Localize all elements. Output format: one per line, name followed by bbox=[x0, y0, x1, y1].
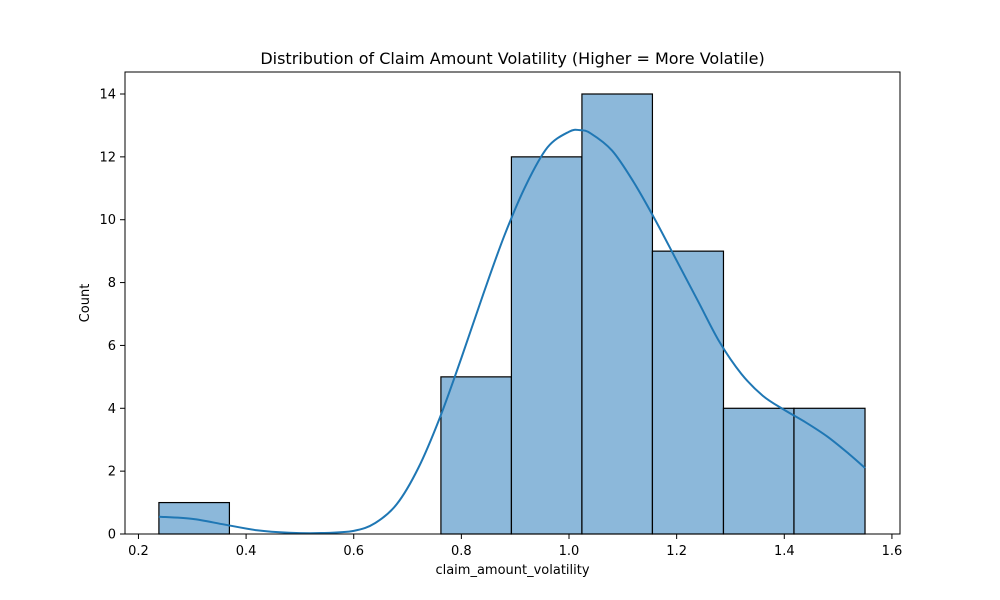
histogram-bar bbox=[651, 250, 725, 535]
x-tick-label: 1.6 bbox=[882, 544, 903, 559]
x-tick-label: 0.8 bbox=[451, 544, 472, 559]
x-axis-label: claim_amount_volatility bbox=[435, 563, 589, 578]
chart-title: Distribution of Claim Amount Volatility … bbox=[260, 49, 764, 68]
x-axis-ticks: 0.2 0.4 0.6 0.8 1.0 1.2 1.4 1.6 bbox=[128, 534, 902, 559]
plot-frame bbox=[124, 71, 901, 535]
y-tick-label: 8 bbox=[108, 276, 116, 291]
x-tick-label: 1.4 bbox=[774, 544, 795, 559]
y-tick-label: 2 bbox=[108, 465, 116, 480]
y-axis-ticks: 0 2 4 6 8 10 12 14 bbox=[99, 88, 125, 543]
y-tick-label: 12 bbox=[99, 150, 116, 165]
y-tick-label: 6 bbox=[108, 339, 116, 354]
histogram-bar bbox=[510, 156, 583, 535]
histogram-bar bbox=[793, 407, 866, 535]
histogram-bar bbox=[722, 407, 795, 535]
y-tick-label: 0 bbox=[108, 528, 116, 543]
y-axis-label: Count bbox=[78, 284, 93, 323]
y-tick-label: 14 bbox=[99, 88, 116, 103]
x-tick-label: 0.4 bbox=[236, 544, 257, 559]
histogram-bar bbox=[440, 376, 513, 535]
y-tick-label: 4 bbox=[108, 402, 116, 417]
kde-curve bbox=[158, 128, 866, 535]
x-tick-label: 1.0 bbox=[559, 544, 580, 559]
bars-group bbox=[158, 93, 866, 535]
x-tick-label: 1.2 bbox=[666, 544, 687, 559]
x-tick-label: 0.6 bbox=[343, 544, 364, 559]
x-tick-label: 0.2 bbox=[128, 544, 149, 559]
histogram-bar bbox=[581, 93, 654, 535]
y-tick-label: 10 bbox=[99, 213, 116, 228]
